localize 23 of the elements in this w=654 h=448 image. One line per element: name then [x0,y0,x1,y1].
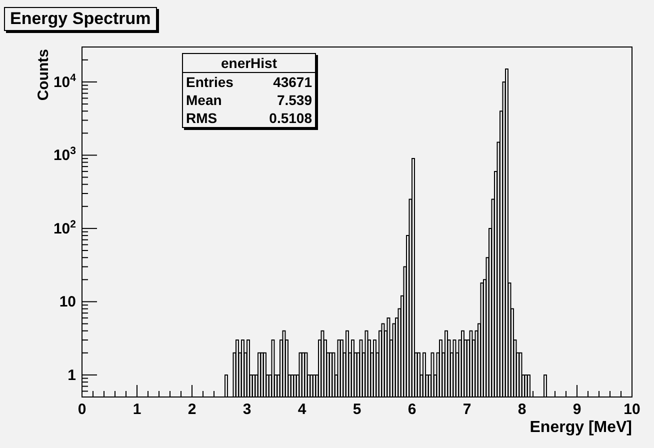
x-tick-label: 8 [518,401,526,418]
y-tick-label: 10$^{4}$ [53,72,76,91]
chart-title: Energy Spectrum [4,7,157,31]
x-tick-label: 4 [298,401,307,418]
y-axis-title: Counts [35,49,52,101]
y-tick-label: 10$^{2}$ [53,218,76,238]
x-tick-label: 7 [462,401,472,418]
y-tick-label: 1 [68,366,76,384]
text: Mean 7.539 [186,92,312,108]
x-tick-label: 2 [188,401,196,418]
x-tick-label: 1 [132,401,142,418]
x-tick-label: 10 [624,401,640,418]
y-tick-label: 10 [59,294,76,311]
x-tick-label: 6 [408,401,416,418]
text: RMS 0.5108 [186,110,312,126]
x-tick-label: 3 [242,401,252,418]
x-axis-title: Energy [MeV] [530,419,632,436]
x-tick-label: 0 [78,401,86,418]
annotation: enerHist [183,54,315,73]
x-tick-label: 9 [572,401,582,418]
text: Entries 43671 [186,74,312,90]
x-tick-label: 5 [352,401,362,418]
y-tick-label: 10$^{3}$ [53,145,76,164]
